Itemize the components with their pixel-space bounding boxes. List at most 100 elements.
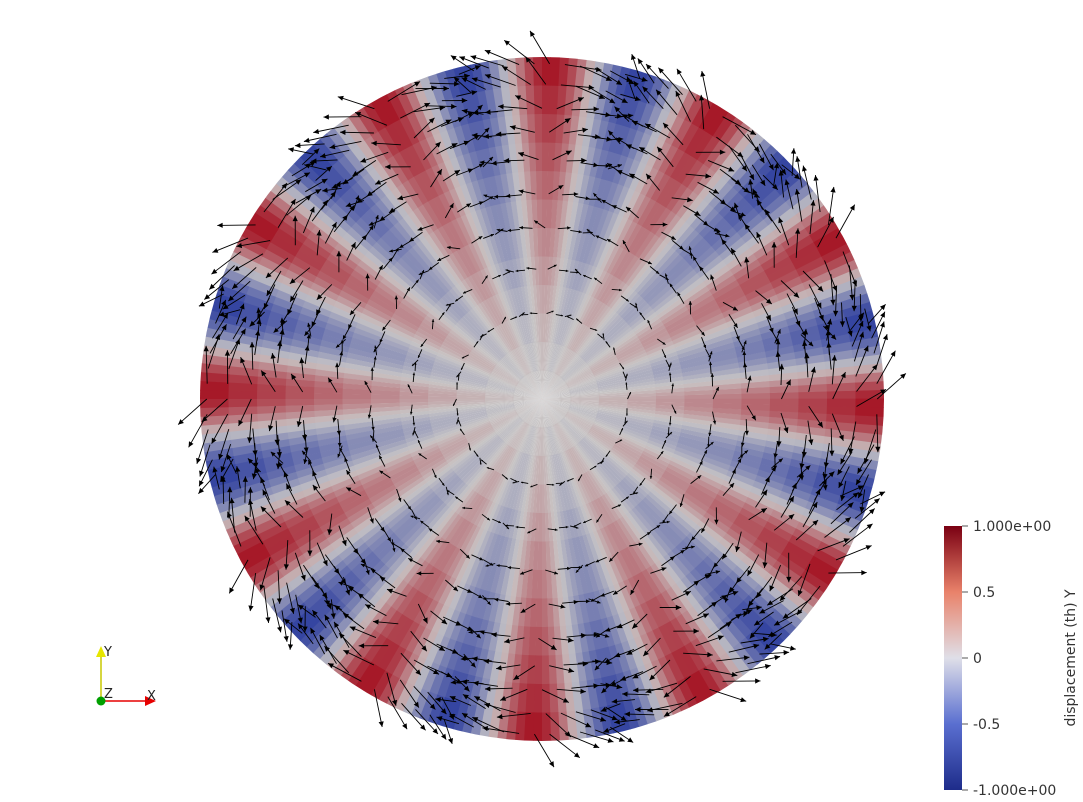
field-cell — [567, 373, 595, 388]
field-cell — [484, 392, 514, 397]
field-cell — [559, 316, 571, 346]
field-cell — [593, 271, 611, 299]
field-cell — [615, 341, 644, 359]
field-cell — [504, 259, 516, 289]
field-cell — [586, 470, 605, 498]
field-cell — [566, 413, 593, 430]
field-cell — [597, 311, 619, 336]
field-cell — [525, 374, 542, 399]
field-cell — [473, 433, 498, 454]
field-cell — [467, 464, 489, 489]
field-cell — [508, 318, 522, 347]
field-cell — [515, 399, 542, 413]
field-cell — [500, 356, 523, 379]
field-cell — [542, 369, 547, 399]
colorbar-tick-label: 1.000e+00 — [973, 519, 1051, 535]
field-cell — [568, 375, 596, 389]
field-cell — [570, 400, 600, 404]
field-cell — [558, 316, 569, 345]
field-cell — [498, 322, 515, 350]
field-cell — [552, 345, 566, 373]
field-cell — [500, 478, 514, 508]
field-cell — [542, 391, 571, 399]
field-cell — [460, 459, 484, 483]
field-cell — [557, 285, 566, 316]
field-cell — [524, 375, 542, 399]
field-cell — [427, 405, 457, 412]
field-cell — [550, 284, 558, 315]
field-cell — [549, 455, 556, 485]
field-cell — [465, 355, 493, 372]
field-cell — [494, 415, 519, 434]
colorbar-tick-label: 0.5 — [973, 585, 995, 601]
field-cell — [580, 296, 597, 324]
field-cell — [622, 360, 652, 373]
field-cell — [464, 357, 492, 374]
field-cell — [598, 389, 629, 395]
field-cell — [598, 394, 629, 398]
field-cell — [489, 410, 517, 425]
field-cell — [580, 474, 598, 502]
field-cell — [569, 405, 599, 415]
field-cell — [484, 400, 514, 404]
field-cell — [574, 477, 589, 506]
field-cell — [542, 399, 556, 426]
field-cell — [561, 355, 582, 379]
field-cell — [534, 255, 540, 286]
field-cell — [467, 427, 494, 445]
field-cell — [542, 373, 558, 399]
field-cell — [521, 483, 529, 513]
field-cell — [552, 425, 566, 453]
field-cell — [590, 468, 610, 494]
field-cell — [542, 384, 568, 399]
field-cell — [563, 451, 578, 479]
field-cell — [398, 384, 429, 391]
field-cell — [578, 333, 600, 357]
field-cell — [598, 392, 629, 397]
field-cell — [512, 287, 523, 317]
field-cell — [479, 438, 502, 461]
field-cell — [455, 400, 486, 404]
field-cell — [548, 284, 555, 314]
field-cell — [486, 379, 516, 391]
field-cell — [539, 399, 542, 429]
field-cell — [433, 357, 463, 371]
field-cell — [512, 396, 542, 399]
field-cell — [570, 397, 600, 399]
field-cell — [596, 374, 626, 385]
field-cell — [469, 307, 490, 333]
field-cell — [462, 461, 485, 485]
field-cell — [540, 399, 542, 429]
field-cell — [599, 313, 622, 337]
field-cell — [447, 447, 473, 467]
field-cell — [596, 372, 625, 383]
field-cell — [565, 367, 592, 385]
field-cell — [544, 427, 549, 457]
field-cell — [542, 399, 557, 425]
field-cell — [542, 372, 555, 399]
field-cell — [626, 412, 656, 420]
field-cell — [458, 317, 482, 341]
field-cell — [608, 282, 630, 309]
field-cell — [516, 383, 542, 399]
field-cell — [492, 293, 508, 322]
field-cell — [409, 442, 438, 458]
field-cell — [584, 299, 603, 327]
field-cell — [553, 424, 568, 452]
field-cell — [427, 392, 457, 397]
field-cell — [608, 450, 634, 472]
field-cell — [585, 342, 610, 364]
field-cell — [464, 311, 487, 336]
field-cell — [427, 381, 458, 388]
field-cell — [497, 291, 512, 321]
field-cell — [512, 398, 542, 400]
field-cell — [522, 399, 542, 422]
field-cell — [626, 383, 657, 391]
field-cell — [555, 454, 565, 484]
field-cell — [484, 401, 514, 407]
field-cell — [508, 451, 522, 480]
field-cell — [476, 302, 496, 329]
field-cell — [532, 370, 542, 399]
field-cell — [568, 479, 581, 509]
